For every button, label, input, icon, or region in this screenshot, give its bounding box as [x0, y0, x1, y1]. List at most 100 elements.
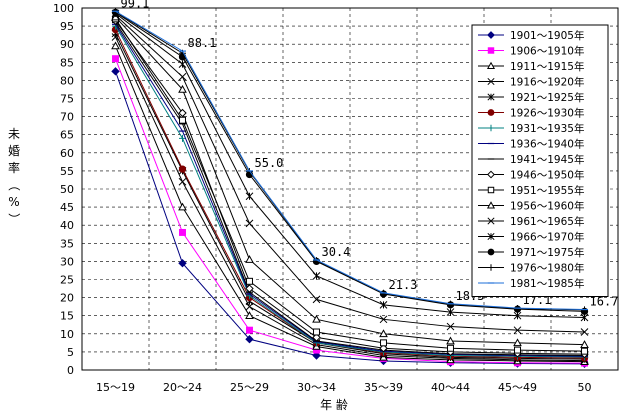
y-tick-label: 75	[60, 93, 74, 106]
legend-label: 1976～1980年	[510, 262, 584, 275]
legend-item: 1901～1905年	[478, 29, 584, 42]
x-tick-label: 50	[578, 381, 592, 394]
data-label: 88.1	[188, 36, 217, 50]
series-point	[245, 302, 254, 311]
series-point	[580, 313, 589, 322]
y-tick-label: 60	[60, 147, 74, 160]
series-point	[246, 277, 253, 285]
y-tick-label: 20	[60, 292, 74, 305]
series-point	[487, 248, 495, 256]
series-point	[486, 201, 496, 209]
series-point	[487, 217, 495, 225]
series-point	[487, 170, 495, 179]
y-tick-label: 85	[60, 56, 74, 69]
series-point	[513, 311, 522, 320]
legend-label: 1926～1930年	[510, 107, 584, 120]
legend-item: 1961～1965年	[478, 215, 584, 228]
series-point	[245, 219, 254, 228]
y-axis-label-char: 婚	[8, 144, 20, 158]
y-axis-label-char: （	[7, 179, 21, 191]
y-axis-label-char: %	[8, 195, 19, 209]
series-point	[111, 41, 120, 50]
series-line	[115, 71, 585, 365]
legend-item: 1926～1930年	[478, 107, 584, 120]
series-point	[580, 340, 589, 348]
series-point	[379, 300, 388, 309]
data-label: 21.3	[389, 278, 418, 292]
legend-label: 1911～1915年	[510, 60, 584, 73]
series-point	[487, 93, 495, 101]
series-point	[447, 344, 454, 352]
y-tick-label: 80	[60, 74, 74, 87]
x-axis-ticks: 15～19 20～24 25～29 30～34 35～39 40～44 45～49 50	[96, 381, 592, 394]
y-axis-label-char: 未	[8, 127, 20, 141]
series-point	[379, 344, 388, 353]
legend-label: 1966～1970年	[510, 231, 584, 244]
x-tick-label: 40～44	[431, 381, 470, 394]
y-axis-ticks: 0 5 10 15 20 25 30 35 40 45 50 55 60 65 70 75 80 85 90 95 10…	[53, 2, 74, 377]
series-point	[487, 31, 495, 39]
data-label: 30.4	[322, 245, 351, 259]
y-tick-label: 30	[60, 255, 74, 268]
y-axis-label-char: ）	[7, 213, 21, 225]
legend-items: 1901～1905年 1906～1910年 1911～1915年 1916～1920年…	[478, 29, 584, 290]
legend-label: 1901～1905年	[510, 29, 584, 42]
series-line	[115, 25, 585, 358]
series-point	[178, 108, 187, 118]
series-layer	[111, 8, 589, 369]
data-label: 99.1	[121, 0, 150, 10]
series	[111, 9, 589, 322]
legend-label: 1961～1965年	[510, 215, 584, 228]
series-point	[111, 67, 120, 76]
y-tick-label: 55	[60, 165, 74, 178]
series-point	[312, 314, 321, 323]
series-point	[245, 311, 254, 319]
legend-item: 1951～1955年	[478, 184, 584, 197]
series-line	[115, 36, 585, 362]
series-line	[115, 24, 585, 357]
series-point	[446, 308, 455, 316]
series-point	[178, 202, 187, 211]
legend-label: 1941～1945年	[510, 153, 584, 166]
series-point	[486, 61, 496, 70]
legend-item: 1936～1940年	[478, 138, 584, 151]
series-point	[246, 326, 253, 334]
data-label: 55.0	[255, 156, 284, 170]
series-point	[487, 47, 495, 54]
series-point	[178, 259, 187, 268]
series-point	[487, 232, 495, 241]
series-point	[245, 255, 254, 263]
data-label: 16.7	[590, 295, 619, 309]
series-line	[115, 14, 585, 333]
legend-item: 1941～1945年	[478, 153, 584, 166]
legend-label: 1946～1950年	[510, 169, 584, 182]
series-point	[581, 347, 588, 355]
y-tick-label: 10	[60, 328, 74, 341]
legend-item: 1981～1985年	[478, 277, 584, 290]
legend-item: 1956～1960年	[478, 200, 584, 213]
series-line	[115, 58, 585, 364]
legend-label: 1921～1925年	[510, 91, 584, 104]
series-point	[446, 322, 455, 331]
series-point	[245, 284, 254, 293]
series-point	[313, 328, 320, 336]
series-point	[179, 116, 186, 124]
series-point	[178, 84, 187, 93]
legend-item: 1946～1950年	[478, 169, 584, 182]
series-point	[312, 351, 321, 360]
series	[112, 10, 588, 311]
series-line	[115, 22, 585, 357]
legend-label: 1931～1935年	[510, 122, 584, 135]
series	[111, 11, 589, 336]
legend-item: 1931～1935年	[478, 122, 584, 135]
x-axis-label: 年 齢	[320, 397, 348, 412]
series-point	[487, 77, 495, 86]
legend-item: 1971～1975年	[478, 246, 584, 259]
y-tick-label: 70	[60, 111, 74, 124]
y-tick-label: 0	[67, 364, 74, 377]
series-point	[487, 109, 495, 116]
legend-frame	[471, 24, 609, 297]
series-line	[115, 16, 585, 346]
series-point	[380, 339, 387, 347]
series-point	[513, 326, 522, 335]
